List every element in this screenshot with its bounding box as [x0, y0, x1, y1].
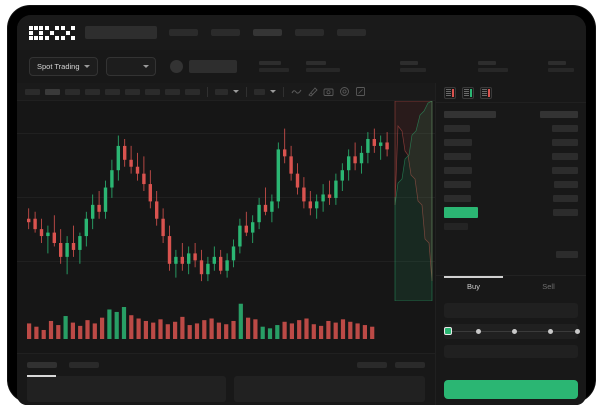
orderbook-bids-icon[interactable] [462, 86, 474, 99]
slider-step-1[interactable] [476, 328, 481, 334]
pair-name [189, 60, 237, 73]
nav-item-4[interactable] [337, 29, 366, 36]
trading-mode-label: Spot Trading [37, 62, 80, 71]
device-frame: Spot Trading [8, 6, 595, 405]
timeframe-button-6[interactable] [145, 88, 160, 95]
orderbook-row[interactable] [436, 177, 586, 191]
toolbar-divider [207, 86, 208, 97]
orderbook-row[interactable] [436, 233, 586, 247]
timeframe-button-3[interactable] [85, 88, 100, 95]
candlestick-series [27, 128, 389, 282]
nav-item-3[interactable] [295, 29, 324, 36]
camera-icon[interactable] [323, 86, 334, 97]
amount-slider[interactable] [444, 326, 580, 338]
chart-type-label[interactable] [254, 88, 265, 95]
bottom-content [17, 368, 435, 402]
orderbook-row-highlighted[interactable] [436, 205, 586, 219]
ticker-stat-1 [306, 61, 340, 72]
bottom-panel [17, 353, 435, 405]
orderbook-row[interactable] [436, 107, 586, 121]
chevron-down-icon [83, 65, 90, 68]
toolbar-divider [246, 86, 247, 97]
settings-target-icon[interactable] [339, 86, 350, 97]
tab-buy[interactable]: Buy [436, 276, 511, 297]
tab-buy-label: Buy [467, 282, 480, 291]
chart-toolbar [17, 83, 435, 101]
okx-logo-glyph-o [29, 25, 43, 40]
orderbook-header [436, 83, 586, 103]
okx-logo-icon[interactable] [29, 25, 75, 40]
ticker-stat-4 [548, 61, 574, 72]
timeframe-button-4[interactable] [105, 88, 120, 95]
bottom-tabs [17, 354, 435, 377]
orderbook-row[interactable] [436, 121, 586, 135]
bottom-panel-1[interactable] [233, 376, 425, 402]
pair-avatar [170, 60, 183, 73]
chevron-down-icon[interactable] [270, 90, 276, 93]
ticker-stat-3 [478, 61, 508, 72]
ticker-bar: Spot Trading [17, 50, 586, 83]
chevron-down-icon[interactable] [233, 90, 239, 93]
bottom-tab-0[interactable] [27, 362, 57, 368]
pair-select-dropdown[interactable] [105, 57, 156, 76]
order-form-tabs: Buy Sell [436, 275, 586, 297]
bottom-tab-1[interactable] [69, 362, 99, 368]
ticker-stat-0 [259, 61, 289, 72]
timeframe-button-1[interactable] [45, 88, 60, 95]
orderbook-row[interactable] [436, 149, 586, 163]
timeframe-button-5[interactable] [125, 88, 140, 95]
indicator-line-icon[interactable] [291, 86, 302, 97]
bottom-tab-indicator [27, 375, 56, 377]
price-chart[interactable] [17, 101, 435, 353]
app-header [17, 15, 586, 50]
okx-logo-glyph-k [45, 25, 59, 40]
order-field-2[interactable] [444, 345, 578, 358]
slider-step-2[interactable] [512, 328, 517, 334]
nav-item-2[interactable] [253, 29, 282, 36]
trading-mode-dropdown[interactable]: Spot Trading [29, 57, 98, 76]
submit-buy-button[interactable] [444, 380, 578, 399]
tab-sell-label: Sell [542, 282, 555, 291]
order-field-0[interactable] [444, 303, 578, 318]
timeframe-button-7[interactable] [165, 88, 180, 95]
orderbook-row[interactable] [436, 219, 586, 233]
orderbook-both-icon[interactable] [444, 86, 456, 99]
tab-sell[interactable]: Sell [511, 276, 586, 297]
depth-chart-overlay [394, 101, 433, 301]
slider-step-3[interactable] [548, 328, 553, 334]
trading-app: Spot Trading [17, 15, 586, 405]
indicator-label[interactable] [215, 88, 228, 95]
orderbook-row[interactable] [436, 163, 586, 177]
orderbook-row[interactable] [436, 135, 586, 149]
search-input[interactable] [85, 26, 157, 39]
okx-logo-glyph-x [61, 25, 75, 40]
fullscreen-icon[interactable] [355, 86, 366, 97]
bottom-right-tab-0[interactable] [357, 362, 387, 368]
orderbook-panel: Buy Sell [435, 83, 586, 405]
nav-item-0[interactable] [169, 29, 198, 36]
header-nav [169, 29, 366, 36]
timeframe-button-2[interactable] [65, 88, 80, 95]
timeframe-button-0[interactable] [25, 88, 40, 95]
ticker-stat-2 [400, 61, 426, 72]
timeframe-button-8[interactable] [185, 88, 200, 95]
orderbook-row[interactable] [436, 191, 586, 205]
toolbar-divider [283, 86, 284, 97]
slider-handle[interactable] [444, 327, 452, 335]
ticker-pair[interactable] [170, 60, 237, 73]
nav-item-1[interactable] [211, 29, 240, 36]
bottom-right-tabs [357, 362, 425, 368]
orderbook-asks-icon[interactable] [480, 86, 492, 99]
drawing-tools-icon[interactable] [307, 86, 318, 97]
volume-histogram [27, 303, 375, 339]
orderbook-row[interactable] [436, 247, 586, 261]
orderbook-rows[interactable] [436, 103, 586, 275]
chevron-down-icon [143, 65, 149, 68]
bottom-panel-0[interactable] [27, 376, 226, 402]
slider-step-4[interactable] [575, 328, 580, 334]
bottom-right-tab-1[interactable] [395, 362, 425, 368]
